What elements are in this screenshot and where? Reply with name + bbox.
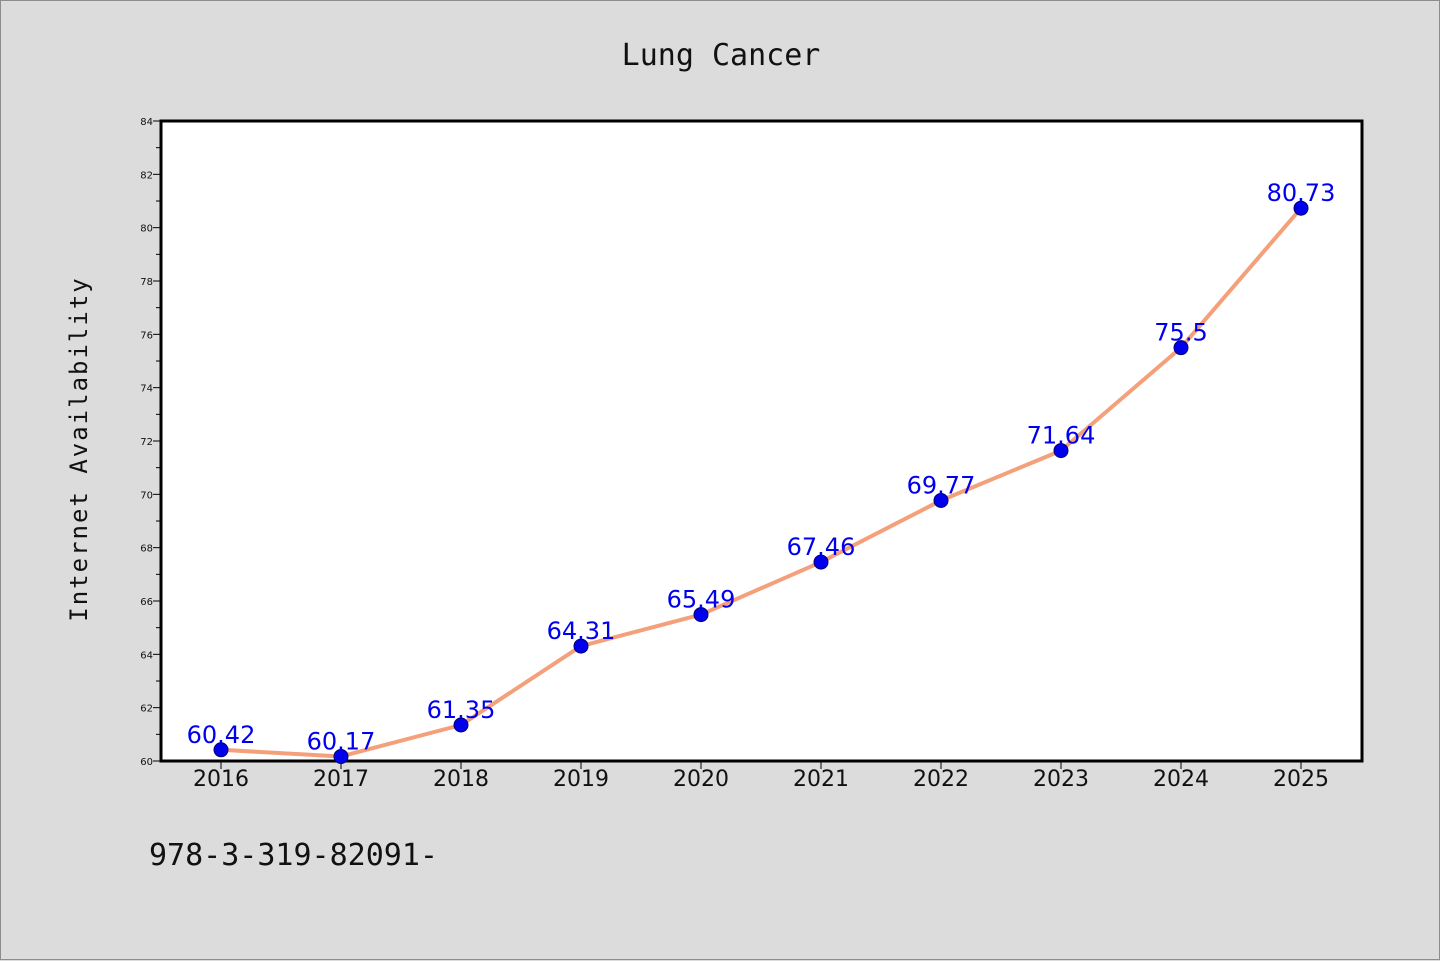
data-label: 69.77 bbox=[907, 471, 976, 499]
plot-area bbox=[159, 119, 1364, 763]
y-tick-label: 76 bbox=[140, 330, 153, 341]
y-tick-label: 78 bbox=[140, 277, 153, 288]
data-point-marker bbox=[1053, 443, 1069, 459]
chart-title: Lung Cancer bbox=[622, 38, 821, 73]
data-point-marker bbox=[1173, 340, 1189, 356]
y-tick-label: 80 bbox=[140, 224, 153, 235]
data-point-marker bbox=[933, 492, 949, 508]
x-tick-label: 2018 bbox=[433, 767, 489, 792]
data-label: 67.46 bbox=[787, 533, 856, 561]
data-point-marker bbox=[333, 748, 349, 764]
data-point-marker bbox=[813, 554, 829, 570]
data-point-marker bbox=[693, 607, 709, 623]
x-tick-label: 2019 bbox=[553, 767, 609, 792]
footer-isbn-text: 978-3-319-82091- bbox=[149, 838, 438, 873]
y-tick-label: 60 bbox=[140, 757, 153, 768]
y-axis: 60 62 64 66 68 70 72 74 76 78 80 82 84 bbox=[140, 117, 161, 768]
y-tick-label: 74 bbox=[140, 384, 153, 395]
data-label: 60.42 bbox=[187, 721, 256, 749]
x-tick-label: 2023 bbox=[1033, 767, 1089, 792]
data-label: 65.49 bbox=[667, 586, 736, 614]
data-point-marker bbox=[453, 717, 469, 733]
data-point-marker bbox=[573, 638, 589, 654]
y-tick-label: 68 bbox=[140, 544, 153, 555]
data-label: 60.17 bbox=[307, 727, 376, 755]
y-tick-label: 64 bbox=[140, 650, 153, 661]
y-tick-label: 72 bbox=[140, 437, 153, 448]
data-label: 75.5 bbox=[1154, 319, 1207, 347]
data-label: 61.35 bbox=[427, 696, 496, 724]
x-tick-label: 2016 bbox=[193, 767, 249, 792]
y-tick-label: 66 bbox=[140, 597, 153, 608]
series-line bbox=[219, 206, 1303, 759]
x-axis: 2016 2017 2018 2019 2020 2021 2022 2023 2024 2025 bbox=[193, 761, 1329, 792]
y-tick-label: 70 bbox=[140, 490, 153, 501]
x-tick-label: 2017 bbox=[313, 767, 369, 792]
x-tick-label: 2022 bbox=[913, 767, 969, 792]
data-label: 64.31 bbox=[547, 617, 616, 645]
x-tick-label: 2020 bbox=[673, 767, 729, 792]
y-tick-label: 84 bbox=[140, 117, 153, 128]
y-axis-label: Internet Availability bbox=[65, 276, 93, 621]
data-point-marker bbox=[1293, 200, 1309, 216]
series-lung-cancer: 60.42 60.17 61.35 64.31 65.49 67.46 69.77 71.64… bbox=[187, 179, 1336, 764]
x-tick-label: 2024 bbox=[1153, 767, 1209, 792]
x-tick-label: 2021 bbox=[793, 767, 849, 792]
y-tick-label: 62 bbox=[140, 704, 153, 715]
y-tick-label: 82 bbox=[140, 170, 153, 181]
data-point-marker bbox=[213, 742, 229, 758]
data-label: 71.64 bbox=[1027, 422, 1096, 450]
x-tick-label: 2025 bbox=[1273, 767, 1329, 792]
data-label: 80.73 bbox=[1267, 179, 1336, 207]
